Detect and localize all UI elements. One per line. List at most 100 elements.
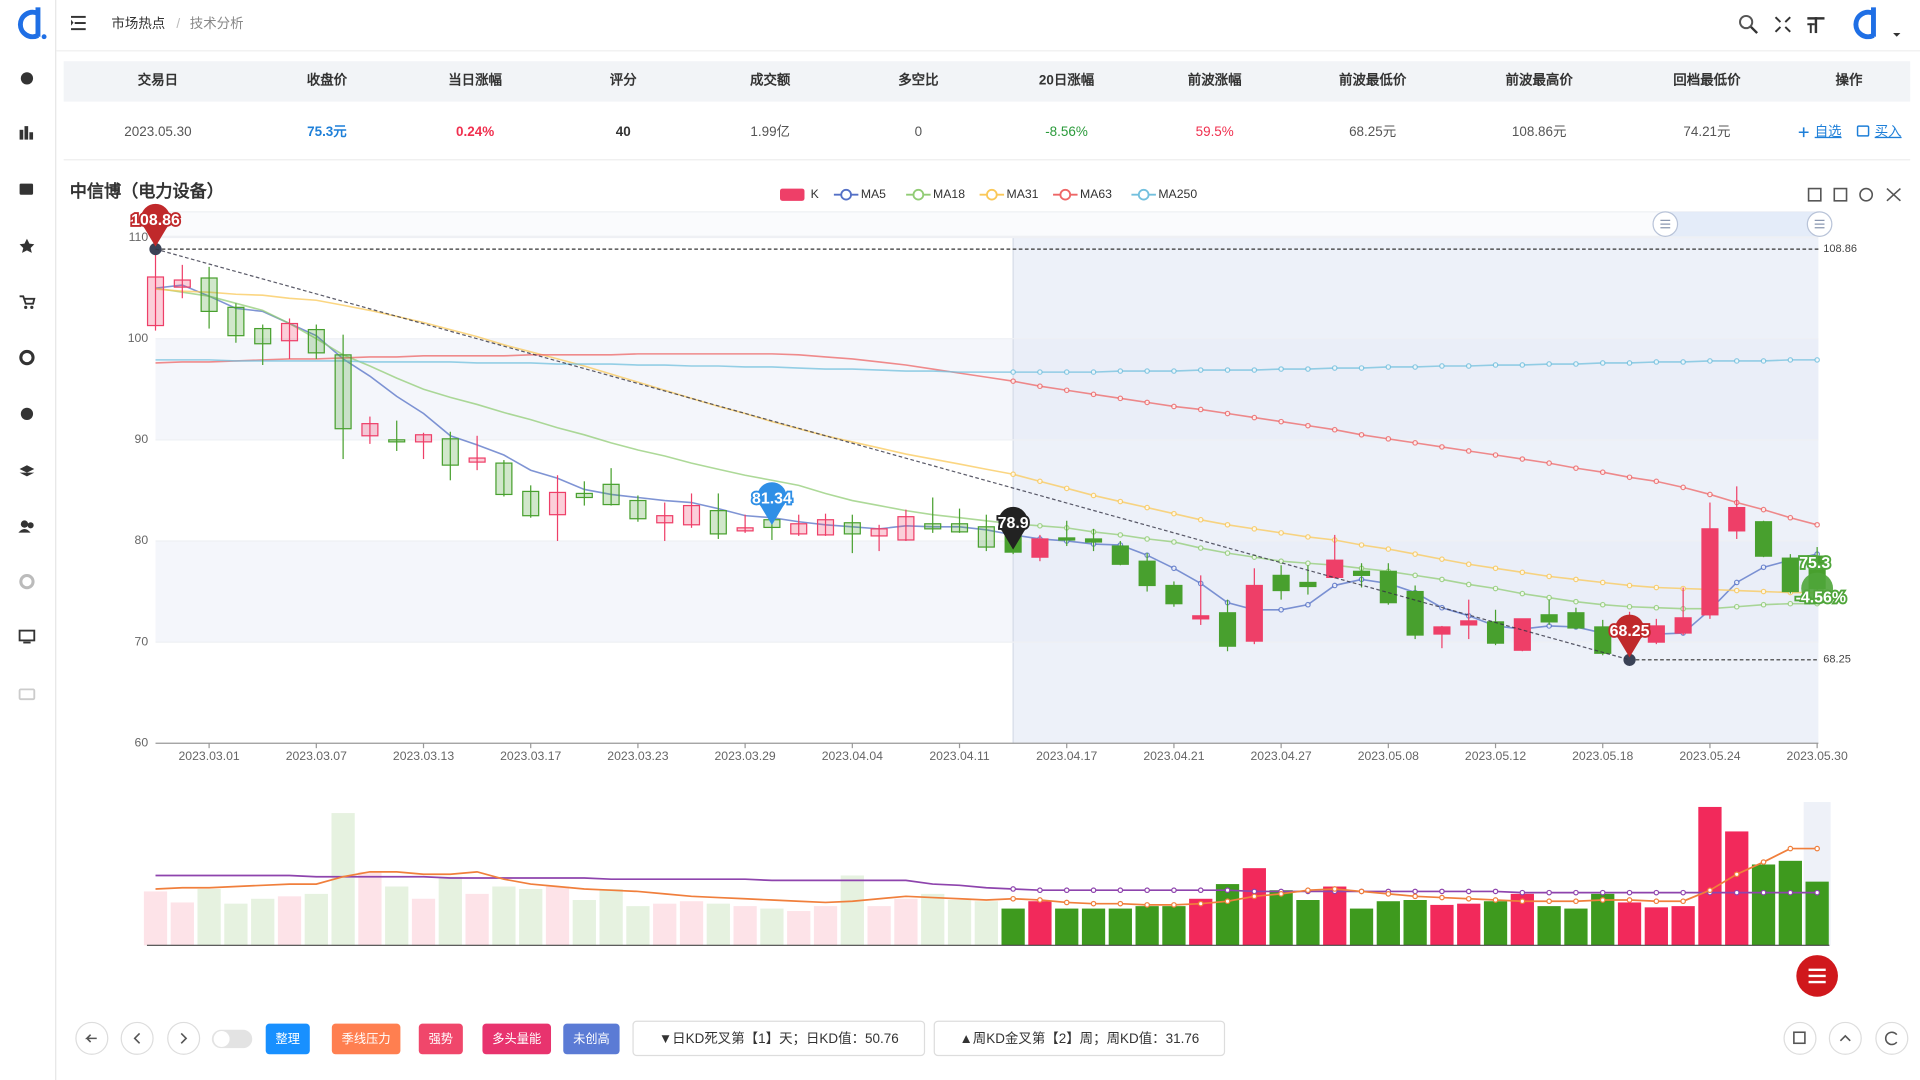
breadcrumb-separator: / — [176, 16, 180, 31]
ma-point — [1412, 364, 1418, 370]
volume-bar — [1457, 903, 1481, 946]
tag-button[interactable] — [265, 1023, 310, 1055]
volume-ma-point — [1063, 887, 1070, 894]
menu-fab[interactable] — [1796, 955, 1838, 997]
tag-button[interactable] — [331, 1023, 401, 1055]
table-action[interactable]: 买入 — [1875, 124, 1902, 139]
legend-label[interactable]: MA63 — [1080, 187, 1112, 201]
legend-label[interactable]: MA31 — [1007, 187, 1039, 201]
volume-bar — [1671, 906, 1695, 946]
menu-toggle[interactable] — [71, 15, 86, 31]
volume-ma-point — [1519, 898, 1526, 905]
pin-label: 68.25 — [1610, 623, 1650, 640]
volume-bar — [492, 886, 516, 946]
chart-title: 中信博（电力设备） — [70, 181, 224, 201]
ma-point — [1197, 367, 1204, 373]
volume-bar — [760, 908, 784, 946]
breadcrumb-item: 技术分析 — [190, 16, 244, 31]
volume-bar — [385, 886, 409, 946]
font-size-icon[interactable] — [1807, 17, 1825, 34]
table-cell: 68.25元 — [1349, 124, 1396, 139]
fullscreen-icon[interactable] — [1774, 16, 1791, 33]
volume-ma-point — [1090, 887, 1097, 894]
ma-point — [1197, 545, 1204, 551]
tag-label: 未创高 — [573, 1031, 610, 1046]
ma-point — [1680, 484, 1686, 491]
sidebar-icons[interactable] — [18, 72, 36, 701]
signal-box — [632, 1020, 926, 1057]
ma-point — [1492, 362, 1499, 368]
tag-button[interactable] — [418, 1023, 463, 1055]
volume-bar — [626, 906, 650, 946]
ma-point — [1305, 422, 1311, 429]
candle-body — [1299, 581, 1317, 588]
legend-label[interactable]: K — [811, 187, 820, 201]
volume-bar — [197, 888, 221, 946]
volume-bar — [1001, 908, 1025, 946]
user-avatar[interactable] — [1853, 7, 1901, 40]
y-tick-label: 60 — [135, 735, 149, 749]
volume-ma-point — [1412, 888, 1418, 895]
volume-bar — [1725, 831, 1749, 946]
volume-ma-point — [1412, 893, 1418, 900]
search-icon[interactable] — [1739, 14, 1759, 34]
x-tick-label: 2023.03.29 — [715, 749, 776, 763]
candle-body — [1165, 584, 1183, 605]
volume-ma-point — [1760, 859, 1767, 865]
candle-body — [468, 457, 486, 463]
logo[interactable] — [18, 7, 47, 40]
volume-ma-point — [1171, 887, 1177, 894]
volume-ma-point — [1814, 845, 1820, 852]
legend-label[interactable]: MA18 — [933, 187, 965, 201]
candle-body — [1594, 626, 1612, 654]
candle-body — [173, 279, 191, 288]
volume-ma-point — [1626, 897, 1633, 903]
chart-tools[interactable] — [1807, 187, 1901, 202]
volume-ma-point — [1010, 886, 1016, 892]
signal-text: ▲周KD金叉第【2】周；周KD值：31.76 — [959, 1030, 1199, 1047]
volume-bar — [653, 903, 677, 946]
volume-bar — [438, 876, 462, 946]
tag-button[interactable] — [482, 1023, 552, 1055]
ma-point — [1626, 603, 1633, 610]
breadcrumb-item[interactable]: 市场热点 — [111, 15, 165, 31]
ma-point — [1412, 572, 1418, 579]
tag-button[interactable] — [563, 1023, 620, 1055]
volume-ma-point — [1760, 889, 1767, 896]
volume-bar — [1644, 907, 1668, 946]
volume-bar — [867, 906, 891, 946]
candle-body — [495, 462, 513, 496]
sidebar — [0, 0, 56, 1080]
ma-point — [1707, 358, 1713, 364]
legend-label[interactable]: MA250 — [1158, 187, 1197, 201]
volume-bar — [1215, 884, 1240, 946]
x-tick-label: 2023.03.07 — [286, 749, 347, 763]
ma-point — [1305, 601, 1311, 608]
volume-ma-point — [1197, 900, 1204, 907]
table-action[interactable]: 自选 — [1815, 124, 1842, 139]
x-tick-label: 2023.03.01 — [178, 749, 239, 763]
volume-ma-point — [1680, 889, 1686, 896]
ma-point — [1412, 440, 1418, 446]
volume-bar — [519, 888, 543, 946]
volume-ma-point — [1331, 886, 1338, 892]
volume-ma-point — [1090, 900, 1097, 907]
ma-point — [1626, 474, 1633, 481]
close-marker-change: -4.56% — [1796, 590, 1846, 607]
legend-label[interactable]: MA5 — [861, 187, 886, 201]
level-label: 108.86 — [1823, 243, 1857, 255]
ma-point — [1680, 359, 1686, 365]
signal-box — [933, 1020, 1226, 1057]
candle-body — [709, 510, 727, 535]
volume-bar — [1376, 901, 1400, 946]
volume-bar — [921, 893, 945, 946]
pin — [998, 506, 1028, 550]
volume-bar — [1296, 900, 1320, 946]
volume-bar — [1510, 893, 1534, 946]
candle-body — [1781, 557, 1799, 593]
ma-point — [1144, 399, 1150, 406]
ma-point — [1733, 358, 1740, 364]
candle-body — [361, 423, 379, 437]
volume-ma-point — [1010, 895, 1016, 902]
